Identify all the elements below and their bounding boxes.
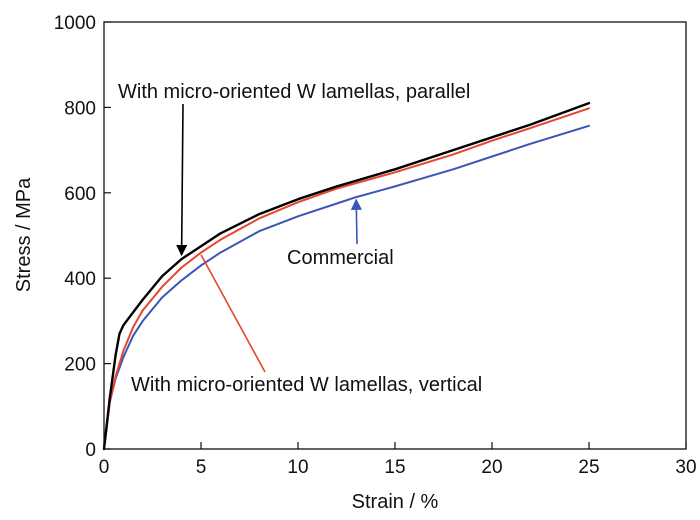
arrow-parallel [176,103,188,257]
annotation-parallel: With micro-oriented W lamellas, parallel [118,81,470,103]
series-line-parallel [102,101,591,451]
x-tick-label: 0 [99,457,110,478]
x-tick-label: 15 [384,457,405,478]
y-tick-label: 400 [64,269,96,290]
y-tick-label: 1000 [54,13,96,34]
x-tick-label: 20 [481,457,502,478]
y-tick-label: 600 [64,184,96,205]
series-group [102,101,591,451]
series-line-vertical [103,107,590,450]
x-axis-ticks: 0 5 10 15 20 25 30 [99,442,697,478]
y-axis-ticks: 0 200 400 600 800 1000 [54,13,111,461]
y-tick-label: 200 [64,355,96,376]
arrow-commercial [350,198,362,245]
x-tick-label: 30 [675,457,696,478]
annotation-commercial: Commercial [287,247,394,269]
x-axis-label: Strain / % [352,491,439,513]
annotation-vertical: With micro-oriented W lamellas, vertical [131,374,482,396]
y-tick-label: 800 [64,98,96,119]
series-line-commercial [103,124,590,450]
x-tick-label: 10 [287,457,308,478]
y-tick-label: 0 [85,440,96,461]
x-tick-label: 5 [196,457,207,478]
x-tick-label: 25 [578,457,599,478]
annotation-arrows [176,103,362,373]
arrow-vertical [200,254,266,373]
y-axis-label: Stress / MPa [13,177,35,292]
